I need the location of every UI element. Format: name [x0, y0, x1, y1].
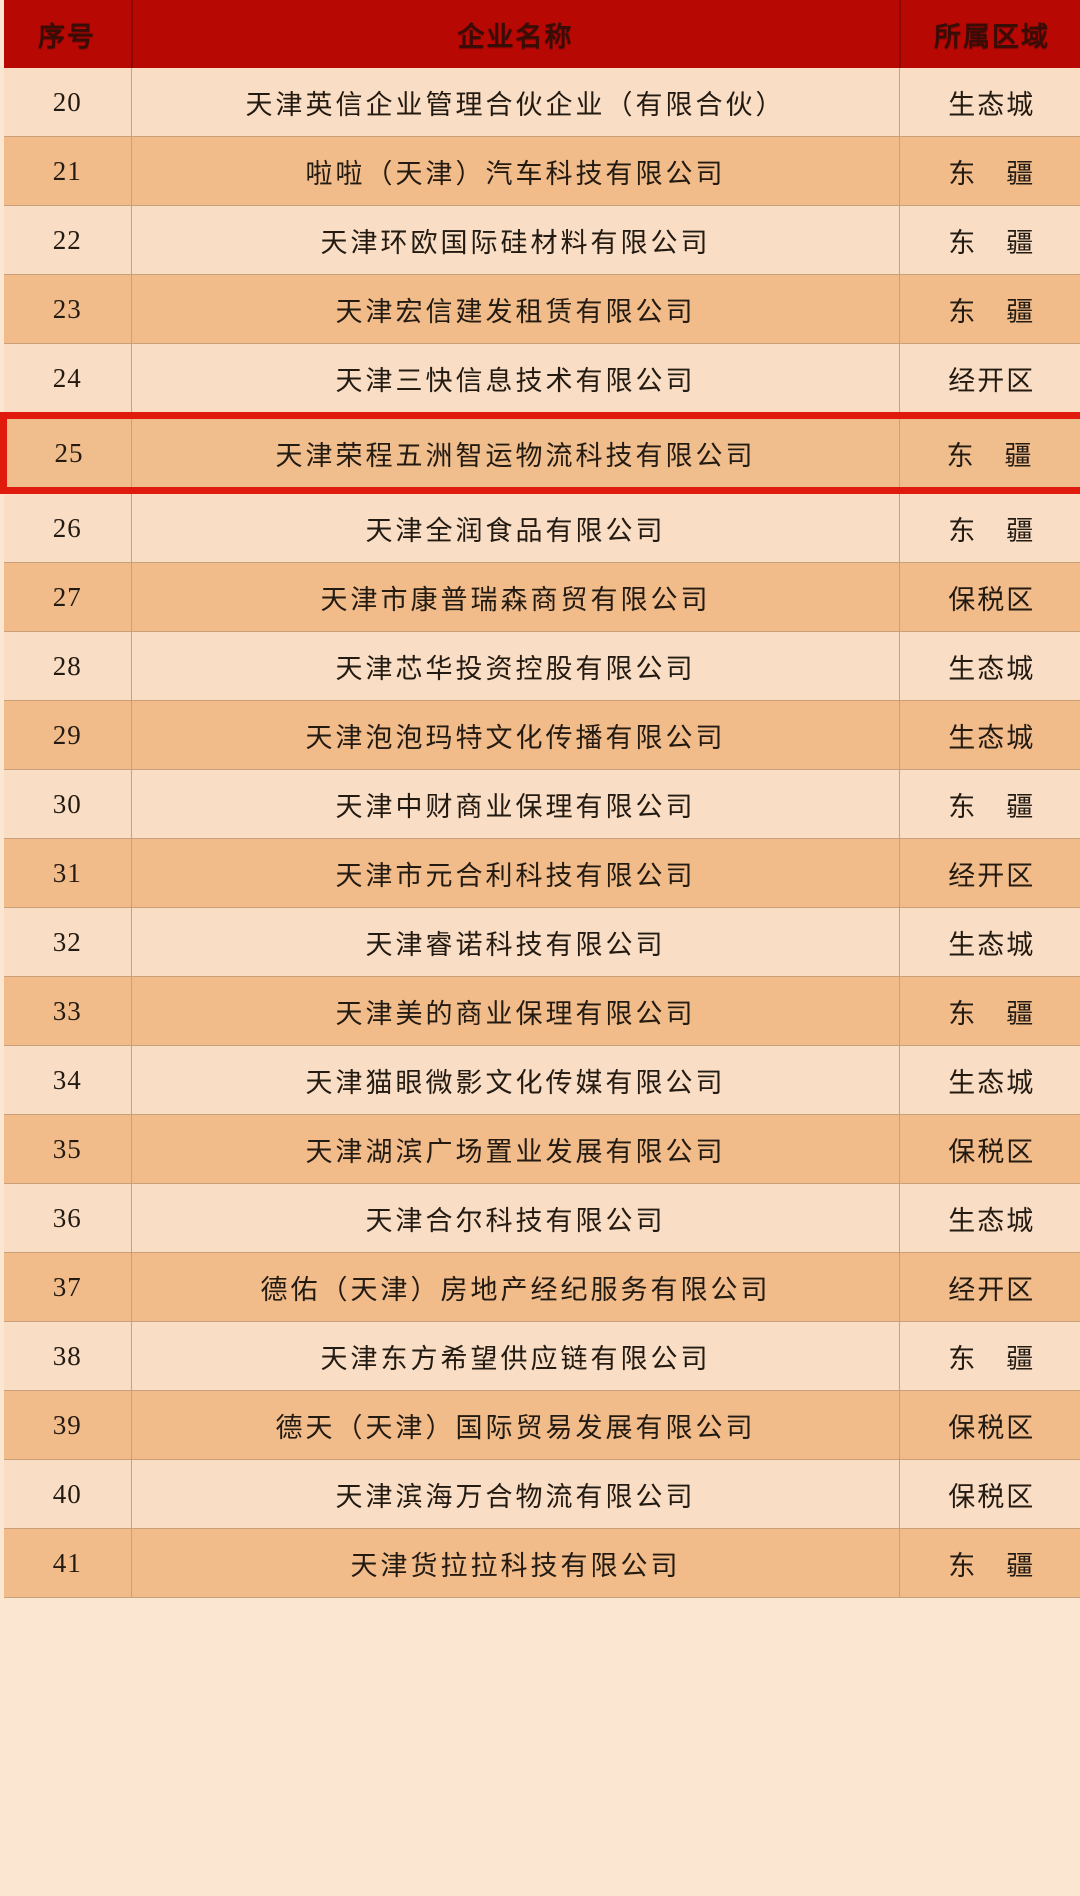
cell-enterprise-name: 天津猫眼微影文化传媒有限公司	[131, 1045, 900, 1115]
cell-zone: 经开区	[899, 1252, 1080, 1322]
column-header-name: 企业名称	[131, 0, 901, 68]
cell-enterprise-name: 天津市康普瑞森商贸有限公司	[131, 562, 900, 632]
cell-enterprise-name: 天津芯华投资控股有限公司	[131, 631, 900, 701]
cell-seq: 39	[3, 1390, 132, 1460]
cell-seq: 22	[3, 205, 132, 275]
table-row: 27 天津市康普瑞森商贸有限公司 保税区	[3, 562, 1080, 632]
table-row: 39 德天（天津）国际贸易发展有限公司 保税区	[3, 1390, 1080, 1460]
cell-seq: 29	[3, 700, 132, 770]
cell-zone: 东 疆	[899, 1528, 1080, 1598]
table-header: 序号 企业名称 所属区域	[3, 0, 1080, 68]
table-row: 30 天津中财商业保理有限公司东 疆	[3, 769, 1080, 839]
cell-zone: 经开区	[899, 838, 1080, 908]
cell-enterprise-name: 天津市元合利科技有限公司	[131, 838, 900, 908]
cell-zone: 东 疆	[899, 769, 1080, 839]
cell-enterprise-name: 天津英信企业管理合伙企业（有限合伙）	[131, 68, 900, 137]
cell-zone: 生态城	[899, 1045, 1080, 1115]
cell-zone: 东 疆	[899, 412, 1080, 494]
cell-zone: 东 疆	[899, 136, 1080, 206]
column-header-seq: 序号	[3, 0, 133, 68]
table-row: 23 天津宏信建发租赁有限公司东 疆	[3, 274, 1080, 344]
table-row: 32 天津睿诺科技有限公司 生态城	[3, 907, 1080, 977]
table-row: 24 天津三快信息技术有限公司 经开区	[3, 343, 1080, 416]
table-row: 38 天津东方希望供应链有限公司东 疆	[3, 1321, 1080, 1391]
table-row: 36 天津合尔科技有限公司 生态城	[3, 1183, 1080, 1253]
cell-seq: 25	[0, 412, 132, 494]
cell-seq: 37	[3, 1252, 132, 1322]
cell-zone: 东 疆	[899, 976, 1080, 1046]
table-row: 33 天津美的商业保理有限公司东 疆	[3, 976, 1080, 1046]
table-row: 26 天津全润食品有限公司东 疆	[3, 490, 1080, 563]
table-row: 35 天津湖滨广场置业发展有限公司 保税区	[3, 1114, 1080, 1184]
table-row: 37 德佑（天津）房地产经纪服务有限公司 经开区	[3, 1252, 1080, 1322]
cell-zone: 东 疆	[899, 490, 1080, 563]
cell-seq: 33	[3, 976, 132, 1046]
table-row: 34 天津猫眼微影文化传媒有限公司 生态城	[3, 1045, 1080, 1115]
cell-seq: 35	[3, 1114, 132, 1184]
cell-zone: 保税区	[899, 1390, 1080, 1460]
table-row: 21 啦啦（天津）汽车科技有限公司东 疆	[3, 136, 1080, 206]
cell-seq: 24	[3, 343, 132, 416]
cell-seq: 36	[3, 1183, 132, 1253]
table-header-row: 序号 企业名称 所属区域	[3, 0, 1080, 68]
cell-enterprise-name: 天津泡泡玛特文化传播有限公司	[131, 700, 900, 770]
table-row: 41 天津货拉拉科技有限公司东 疆	[3, 1528, 1080, 1598]
table-row: 31 天津市元合利科技有限公司 经开区	[3, 838, 1080, 908]
cell-seq: 38	[3, 1321, 132, 1391]
cell-enterprise-name: 天津荣程五洲智运物流科技有限公司	[131, 412, 900, 494]
cell-enterprise-name: 天津全润食品有限公司	[131, 490, 900, 563]
cell-enterprise-name: 天津湖滨广场置业发展有限公司	[131, 1114, 900, 1184]
cell-seq: 20	[3, 68, 132, 137]
table-row: 28 天津芯华投资控股有限公司 生态城	[3, 631, 1080, 701]
cell-seq: 32	[3, 907, 132, 977]
cell-enterprise-name: 天津货拉拉科技有限公司	[131, 1528, 900, 1598]
cell-enterprise-name: 天津睿诺科技有限公司	[131, 907, 900, 977]
cell-seq: 41	[3, 1528, 132, 1598]
cell-zone: 生态城	[899, 907, 1080, 977]
cell-zone: 生态城	[899, 700, 1080, 770]
cell-seq: 28	[3, 631, 132, 701]
cell-zone: 生态城	[899, 631, 1080, 701]
table-row: 20 天津英信企业管理合伙企业（有限合伙） 生态城	[3, 68, 1080, 137]
cell-enterprise-name: 天津合尔科技有限公司	[131, 1183, 900, 1253]
table-row: 22 天津环欧国际硅材料有限公司东 疆	[3, 205, 1080, 275]
cell-enterprise-name: 德天（天津）国际贸易发展有限公司	[131, 1390, 900, 1460]
cell-seq: 34	[3, 1045, 132, 1115]
cell-seq: 27	[3, 562, 132, 632]
column-header-zone: 所属区域	[934, 21, 1050, 52]
cell-zone: 经开区	[899, 343, 1080, 416]
cell-seq: 40	[3, 1459, 132, 1529]
cell-zone: 东 疆	[899, 1321, 1080, 1391]
table-body: 20 天津英信企业管理合伙企业（有限合伙） 生态城 21 啦啦（天津）汽车科技有限公司东…	[0, 68, 1080, 1598]
cell-seq: 21	[3, 136, 132, 206]
table-row-highlighted: 25 天津荣程五洲智运物流科技有限公司东 疆	[0, 412, 1080, 494]
cell-enterprise-name: 天津宏信建发租赁有限公司	[131, 274, 900, 344]
cell-seq: 23	[3, 274, 132, 344]
cell-zone: 生态城	[899, 68, 1080, 137]
table-row: 40 天津滨海万合物流有限公司 保税区	[3, 1459, 1080, 1529]
cell-zone: 保税区	[899, 1114, 1080, 1184]
cell-zone: 保税区	[899, 562, 1080, 632]
cell-zone: 生态城	[899, 1183, 1080, 1253]
cell-seq: 30	[3, 769, 132, 839]
cell-zone: 东 疆	[899, 205, 1080, 275]
cell-zone: 东 疆	[899, 274, 1080, 344]
cell-enterprise-name: 天津美的商业保理有限公司	[131, 976, 900, 1046]
cell-enterprise-name: 天津滨海万合物流有限公司	[131, 1459, 900, 1529]
cell-enterprise-name: 天津中财商业保理有限公司	[131, 769, 900, 839]
cell-enterprise-name: 天津环欧国际硅材料有限公司	[131, 205, 900, 275]
cell-enterprise-name: 天津三快信息技术有限公司	[131, 343, 900, 416]
cell-enterprise-name: 啦啦（天津）汽车科技有限公司	[131, 136, 900, 206]
cell-enterprise-name: 德佑（天津）房地产经纪服务有限公司	[131, 1252, 900, 1322]
enterprise-listing-table: 序号 企业名称 所属区域 20 天津英信企业管理合伙企业（有限合伙） 生态城 21 啦啦…	[0, 0, 1080, 1598]
cell-seq: 31	[3, 838, 132, 908]
table-row: 29 天津泡泡玛特文化传播有限公司 生态城	[3, 700, 1080, 770]
cell-seq: 26	[3, 490, 132, 563]
cell-enterprise-name: 天津东方希望供应链有限公司	[131, 1321, 900, 1391]
cell-zone: 保税区	[899, 1459, 1080, 1529]
